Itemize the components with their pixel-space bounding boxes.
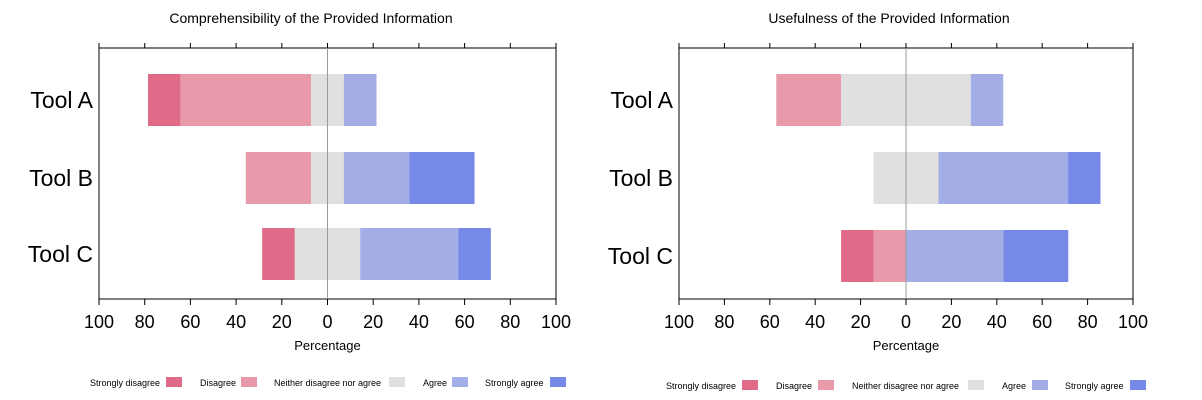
x-tick-label: 100 — [664, 312, 694, 332]
x-tick-label: 0 — [322, 312, 332, 332]
legend-swatch — [1032, 380, 1048, 390]
bar-strongly-agree — [458, 228, 491, 280]
x-tick-label: 40 — [226, 312, 246, 332]
chart-title: Usefulness of the Provided Information — [768, 10, 1009, 26]
bar-disagree — [776, 74, 842, 126]
x-tick-label: 20 — [363, 312, 383, 332]
legend-label: Disagree — [200, 378, 236, 388]
legend-label: Neither disagree nor agree — [852, 381, 959, 391]
bar-agree — [343, 152, 410, 204]
x-tick-label: 80 — [135, 312, 155, 332]
x-tick-label: 20 — [941, 312, 961, 332]
chart-title: Comprehensibility of the Provided Inform… — [169, 10, 452, 26]
x-tick-label: 100 — [84, 312, 114, 332]
bar-agree — [970, 74, 1004, 126]
legend-label: Strongly disagree — [90, 378, 160, 388]
bar-agree — [343, 74, 377, 126]
category-label: Tool B — [29, 165, 93, 191]
category-label: Tool C — [608, 243, 673, 269]
bar-strongly-agree — [1068, 152, 1101, 204]
bar-agree — [906, 230, 1004, 282]
legend-label: Strongly agree — [485, 378, 544, 388]
chart-panel-2: Usefulness of the Provided Information 10… — [608, 10, 1148, 391]
x-tick-label: 80 — [714, 312, 734, 332]
legend-swatch — [968, 380, 984, 390]
bar-disagree — [180, 74, 312, 126]
x-tick-label: 60 — [1032, 312, 1052, 332]
category-label: Tool A — [30, 87, 93, 113]
x-tick-label: 60 — [180, 312, 200, 332]
bar-disagree — [245, 152, 312, 204]
legend: Strongly disagree Disagree Neither disagre… — [90, 377, 566, 388]
x-tick-label: 40 — [805, 312, 825, 332]
legend-label: Agree — [423, 378, 447, 388]
bar-disagree — [873, 230, 906, 282]
bar-strongly-disagree — [841, 230, 874, 282]
legend-swatch — [166, 377, 182, 387]
category-label: Tool C — [28, 241, 93, 267]
bar-strongly-disagree — [148, 74, 181, 126]
bar-agree — [360, 228, 459, 280]
legend-label: Agree — [1002, 381, 1026, 391]
bar-strongly-agree — [1003, 230, 1069, 282]
x-tick-label: 0 — [901, 312, 911, 332]
x-tick-label: 40 — [409, 312, 429, 332]
category-label: Tool B — [609, 165, 673, 191]
chart-panel-1: Comprehensibility of the Provided Inform… — [28, 10, 571, 388]
x-axis-label: Percentage — [873, 338, 940, 353]
bar-strongly-agree — [409, 152, 475, 204]
legend-swatch — [389, 377, 405, 387]
x-tick-label: 80 — [1078, 312, 1098, 332]
legend-label: Strongly agree — [1065, 381, 1124, 391]
x-tick-label: 20 — [851, 312, 871, 332]
legend: Strongly disagree Disagree Neither disagre… — [666, 380, 1146, 391]
x-axis-label: Percentage — [294, 338, 361, 353]
x-tick-label: 60 — [455, 312, 475, 332]
x-tick-label: 100 — [1118, 312, 1148, 332]
bar-agree — [938, 152, 1069, 204]
legend-swatch — [742, 380, 758, 390]
x-tick-label: 100 — [541, 312, 571, 332]
legend-swatch — [241, 377, 257, 387]
x-tick-label: 80 — [500, 312, 520, 332]
x-tick-label: 20 — [272, 312, 292, 332]
legend-swatch — [550, 377, 566, 387]
x-tick-label: 60 — [760, 312, 780, 332]
legend-swatch — [818, 380, 834, 390]
legend-label: Disagree — [776, 381, 812, 391]
legend-label: Strongly disagree — [666, 381, 736, 391]
legend-label: Neither disagree nor agree — [274, 378, 381, 388]
x-tick-label: 40 — [987, 312, 1007, 332]
category-label: Tool A — [610, 87, 673, 113]
legend-swatch — [1130, 380, 1146, 390]
legend-swatch — [452, 377, 468, 387]
bar-strongly-disagree — [262, 228, 295, 280]
